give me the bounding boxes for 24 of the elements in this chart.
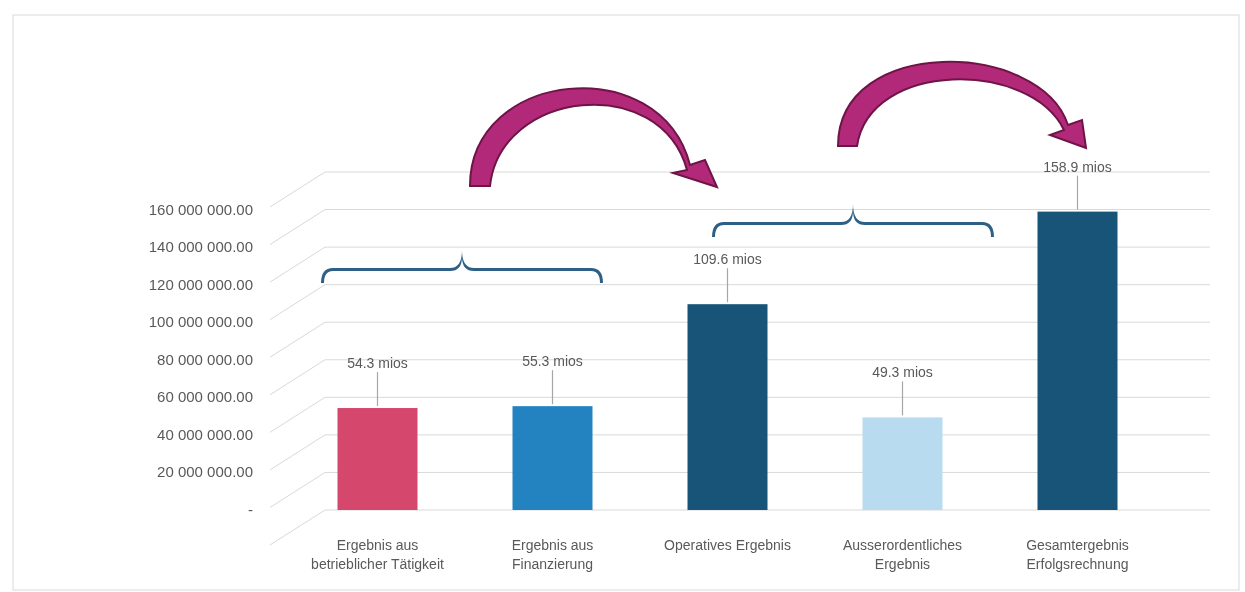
x-tick-label: Ausserordentliches Ergebnis [842,537,963,572]
bar [337,408,418,510]
y-tick-label: 80 000 000.00 [157,350,253,368]
annotation: 49.3 mios [872,364,933,381]
x-tick-label: Ergebnis aus betrieblicher Tätigkeit [311,537,445,572]
y-tick-label: 60 000 000.00 [157,388,253,406]
bar [1037,211,1118,510]
bar [862,417,943,510]
annotation: 109.6 mios [693,251,762,268]
y-tick-label: 20 000 000.00 [157,463,253,481]
y-tick-label: 40 000 000.00 [157,425,253,443]
y-tick-label: 160 000 000.00 [148,200,253,218]
annotation: 54.3 mios [347,355,408,372]
x-tick-label: Operatives Ergebnis [664,537,791,553]
bar [687,304,768,510]
x-tick-label: Ergebnis aus Finanzierung [511,537,594,572]
y-tick-label: - [248,501,253,518]
x-tick-label: Gesamtergebnis Erfolgsrechnung [1026,537,1129,572]
annotation: 55.3 mios [522,353,583,370]
annotation: 158.9 mios [1043,158,1112,175]
y-tick-label: 140 000 000.00 [148,238,253,256]
y-tick-label: 120 000 000.00 [148,275,253,293]
bar [512,406,593,510]
y-tick-label: 100 000 000.00 [148,313,253,331]
